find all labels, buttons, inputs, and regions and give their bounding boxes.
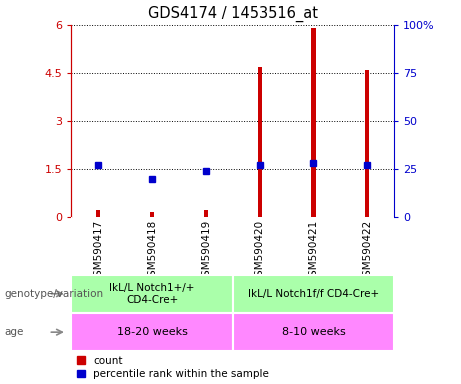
Text: genotype/variation: genotype/variation: [5, 289, 104, 299]
Bar: [311, 28, 316, 217]
Bar: [233, 275, 394, 313]
Text: GSM590419: GSM590419: [201, 220, 211, 283]
Text: GSM590421: GSM590421: [308, 220, 319, 283]
Text: GSM590420: GSM590420: [254, 220, 265, 283]
Text: IkL/L Notch1+/+
CD4-Cre+: IkL/L Notch1+/+ CD4-Cre+: [109, 283, 195, 305]
Legend: count, percentile rank within the sample: count, percentile rank within the sample: [77, 356, 269, 379]
Bar: [71, 275, 233, 313]
Text: 18-20 weeks: 18-20 weeks: [117, 327, 188, 337]
Text: GSM590422: GSM590422: [362, 220, 372, 283]
Text: GSM590418: GSM590418: [147, 220, 157, 283]
Text: GSM590417: GSM590417: [93, 220, 103, 283]
Bar: [96, 210, 100, 217]
Bar: [71, 313, 233, 351]
Bar: [365, 70, 369, 217]
Text: age: age: [5, 327, 24, 337]
Bar: [150, 212, 154, 217]
Bar: [233, 313, 394, 351]
Bar: [204, 210, 208, 217]
Text: IkL/L Notch1f/f CD4-Cre+: IkL/L Notch1f/f CD4-Cre+: [248, 289, 379, 299]
Title: GDS4174 / 1453516_at: GDS4174 / 1453516_at: [148, 6, 318, 22]
Bar: [258, 66, 262, 217]
Text: 8-10 weeks: 8-10 weeks: [282, 327, 345, 337]
